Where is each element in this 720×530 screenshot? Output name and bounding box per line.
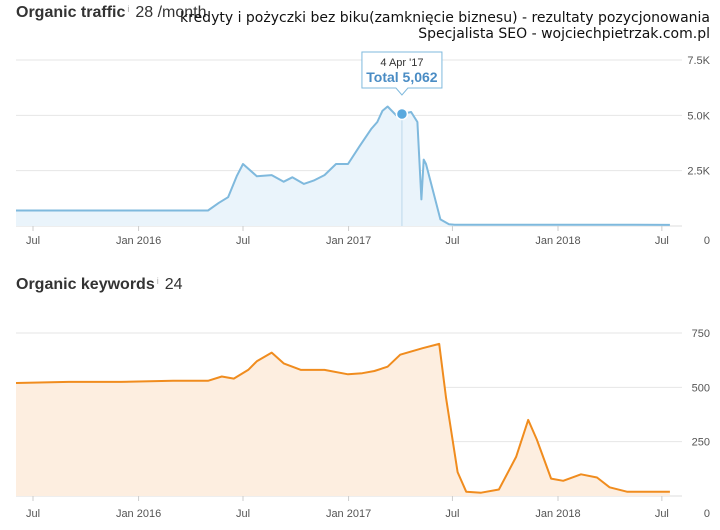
y-tick-label: 500 [692,382,710,394]
keywords-title: Organic keywords i 24 [16,276,183,294]
x-tick-label: Jan 2016 [116,235,161,247]
keywords-series-line [15,342,670,494]
tooltip-date: 4 Apr '17 [380,57,423,69]
x-tick-label: Jan 2018 [535,508,580,520]
keywords-value: 24 [164,276,183,293]
keywords-area [16,343,670,496]
highlight-point[interactable] [395,107,409,121]
y-tick-label: 0 [704,508,710,520]
x-tick-label: Jan 2016 [116,508,161,520]
y-tick-label: 750 [692,328,710,340]
y-tick-label: 5.0K [687,110,710,122]
x-tick-label: Jul [26,235,40,247]
x-tick-label: Jan 2018 [535,235,580,247]
keywords-title-label: Organic keywords [16,276,155,293]
y-tick-label: 2.5K [687,166,710,178]
traffic-series-line [16,105,670,226]
x-tick-label: Jul [655,235,669,247]
y-tick-label: 250 [692,437,710,449]
tooltip-value: Total 5,062 [366,69,438,85]
y-tick-label: 0 [704,235,710,247]
tooltip-box [361,51,443,96]
x-tick-label: Jul [445,508,459,520]
traffic-title-label: Organic traffic [16,4,126,21]
x-tick-label: Jul [236,235,250,247]
x-tick-label: Jan 2017 [326,508,371,520]
x-tick-label: Jul [445,235,459,247]
caption-line1: kredyty i pożyczki bez biku(zamknięcie b… [180,10,710,26]
traffic-title: Organic traffic i 28 /month [16,4,207,22]
info-icon[interactable]: i [156,276,159,286]
info-icon[interactable]: i [127,4,130,14]
x-tick-label: Jul [26,508,40,520]
y-tick-label: 7.5K [687,55,710,67]
caption-line2: Specjalista SEO - wojciechpietrzak.com.p… [418,26,710,42]
traffic-value: 28 /month [135,4,207,21]
traffic-area [16,106,670,226]
x-tick-label: Jan 2017 [326,235,371,247]
x-tick-label: Jul [236,508,250,520]
x-tick-label: Jul [655,508,669,520]
